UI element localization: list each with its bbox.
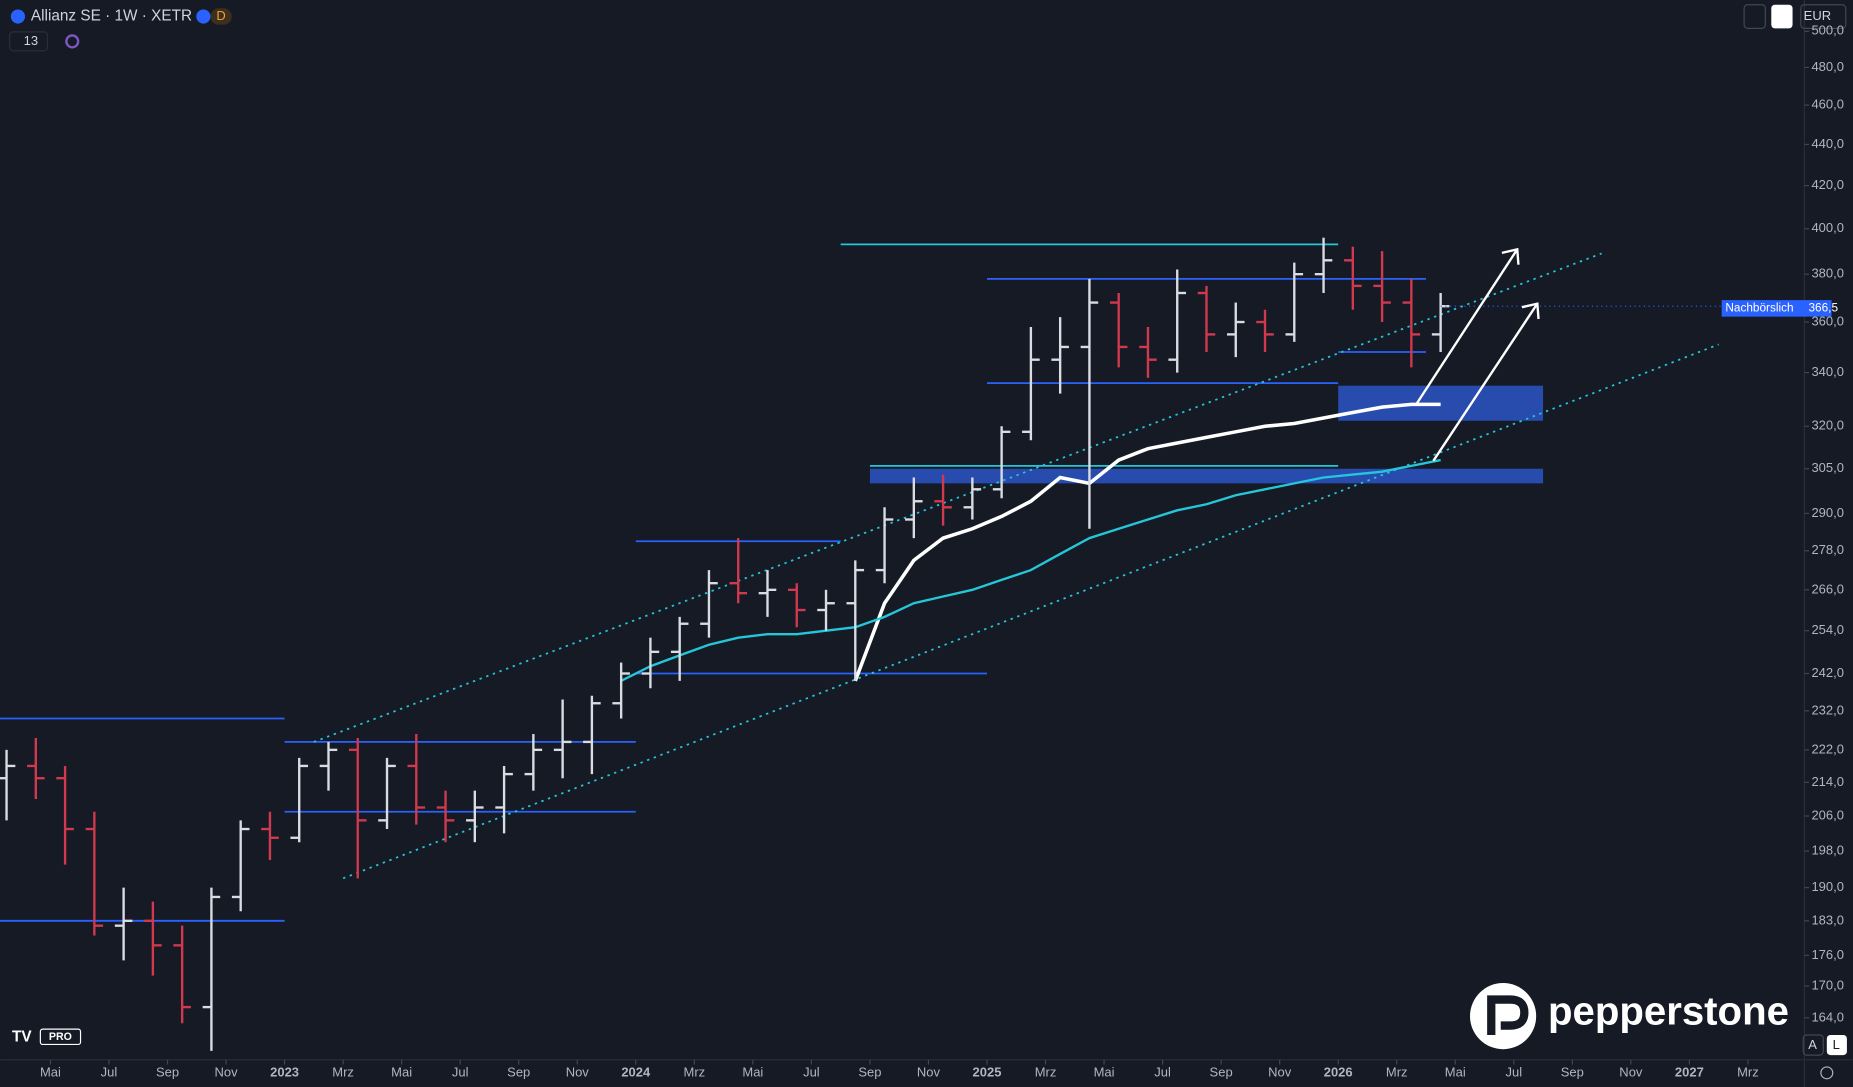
x-tick-label: Nov [215,1064,239,1079]
trendline [342,343,1719,880]
y-tick-label: 170,0 [1811,977,1844,992]
price-tag-bg [1721,300,1832,317]
x-tick-label: Mrz [684,1064,706,1079]
y-tick-label: 440,0 [1811,136,1844,151]
y-tick-label: 198,0 [1811,843,1844,858]
y-tick-label: 380,0 [1811,266,1844,281]
y-tick-label: 206,0 [1811,807,1844,822]
x-tick-label: Mai [1445,1064,1466,1079]
y-tick-label: 290,0 [1811,505,1844,520]
scale-button[interactable] [1826,1035,1847,1056]
x-tick-label: Nov [1268,1064,1292,1079]
zone [869,468,1544,484]
arrow-head [1521,302,1540,320]
price-tag-label: Nachbörslich [1725,301,1793,315]
trendline [313,252,1602,743]
x-tick-label: Nov [917,1064,941,1079]
currency[interactable]: EUR [1804,8,1831,23]
y-tick-label: 214,0 [1811,774,1844,789]
scale-button-label[interactable]: L [1833,1037,1840,1052]
indicator-toggle[interactable] [9,31,49,52]
x-tick-label: Jul [101,1064,118,1079]
y-tick-label: 305,0 [1811,460,1844,475]
x-tick-label: Mai [391,1064,412,1079]
x-tick-label: Mrz [1386,1064,1408,1079]
y-tick-label: 232,0 [1811,702,1844,717]
x-tick-label: Mai [1094,1064,1115,1079]
y-tick-label: 400,0 [1811,220,1844,235]
indicator-line [853,402,1441,682]
price-tag-value: 366,5 [1809,301,1839,315]
x-tick-label: 2023 [270,1064,299,1079]
y-tick-label: 500,0 [1811,23,1844,38]
symbol-icon [10,9,25,24]
badge-bg [210,8,232,25]
x-tick-label: Sep [1210,1064,1233,1079]
x-tick-label: Nov [566,1064,590,1079]
arrow-head [1501,247,1520,265]
x-tick-label: Jul [1505,1064,1522,1079]
arrow [1432,302,1539,462]
x-tick-label: Mrz [1737,1064,1759,1079]
x-tick-label: Jul [803,1064,820,1079]
x-tick-label: Sep [1561,1064,1584,1079]
y-tick-label: 254,0 [1811,622,1844,637]
loading-icon [65,34,80,49]
y-tick-label: 266,0 [1811,581,1844,596]
tv-pro: PRO [49,1031,72,1043]
y-tick-label: 360,0 [1811,313,1844,328]
arrows [1414,247,1540,462]
brand-icon-p [1487,995,1529,1036]
x-tick-label: Sep [858,1064,881,1079]
status-dot [196,9,211,24]
y-tick-label: 164,0 [1811,1009,1844,1024]
scale-button[interactable] [1802,1034,1824,1056]
tv-pro-frame [39,1028,82,1046]
badge: D [216,8,225,23]
scale-button-label[interactable]: A [1808,1037,1817,1052]
y-tick-label: 190,0 [1811,879,1844,894]
y-tick-label: 480,0 [1811,59,1844,74]
y-tick-label: 278,0 [1811,542,1844,557]
indicator-line [620,458,1441,682]
x-tick-label: Nov [1619,1064,1643,1079]
x-tick-label: 2027 [1675,1064,1704,1079]
y-tick-label: 183,0 [1811,912,1844,927]
y-tick-label: 242,0 [1811,665,1844,680]
tv-logo: TV [12,1028,32,1045]
plot-area [0,237,1805,1051]
x-tick-label: Jul [1154,1064,1171,1079]
settings-icon[interactable] [1820,1066,1834,1080]
symbol-title: Allianz SE · 1W · XETR [31,8,192,25]
x-tick-label: Mrz [332,1064,354,1079]
y-tick-label: 176,0 [1811,947,1844,962]
x-tick-label: Jul [452,1064,469,1079]
x-tick-label: Mrz [1035,1064,1057,1079]
y-tick-label: 460,0 [1811,97,1844,112]
arrow [1414,248,1519,406]
indicator-count[interactable]: 13 [24,33,38,48]
x-tick-label: Mai [742,1064,763,1079]
currency-button[interactable] [1800,4,1847,29]
x-tick-label: Sep [156,1064,179,1079]
x-tick-label: 2024 [621,1064,651,1079]
download-button[interactable] [1743,4,1766,29]
x-tick-label: 2025 [973,1064,1002,1079]
y-tick-label: 420,0 [1811,177,1844,192]
x-tick-label: Sep [507,1064,530,1079]
x-tick-label: Mai [40,1064,61,1079]
brand-name: pepperstone [1548,988,1789,1033]
y-tick-label: 340,0 [1811,364,1844,379]
y-tick-label: 222,0 [1811,741,1844,756]
y-tick-label: 320,0 [1811,418,1844,433]
x-tick-label: 2026 [1324,1064,1353,1079]
sync-button[interactable] [1771,4,1793,29]
